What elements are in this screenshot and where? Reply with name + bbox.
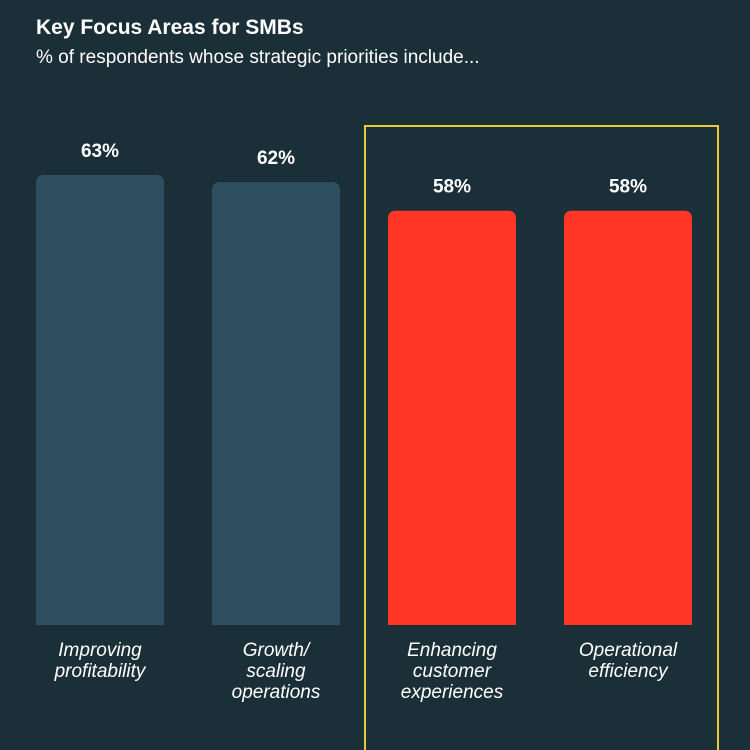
- value-label: 58%: [609, 177, 647, 198]
- bar: [564, 210, 692, 625]
- chart-title: Key Focus Areas for SMBs: [36, 16, 304, 39]
- x-tick-label: Improving profitability: [54, 640, 146, 682]
- value-label: 63%: [81, 141, 119, 162]
- value-label: 62%: [257, 148, 295, 169]
- bar: [388, 210, 516, 625]
- x-tick-label: Enhancing customer experiences: [400, 640, 504, 703]
- x-tick-label: Operational efficiency: [578, 640, 678, 682]
- bar: [212, 182, 340, 625]
- highlight-box: [364, 125, 719, 750]
- x-tick-label: Growth/ scaling operations: [231, 640, 321, 703]
- chart-subtitle: % of respondents whose strategic priorit…: [36, 47, 480, 68]
- bar: [36, 175, 164, 625]
- value-label: 58%: [433, 177, 471, 198]
